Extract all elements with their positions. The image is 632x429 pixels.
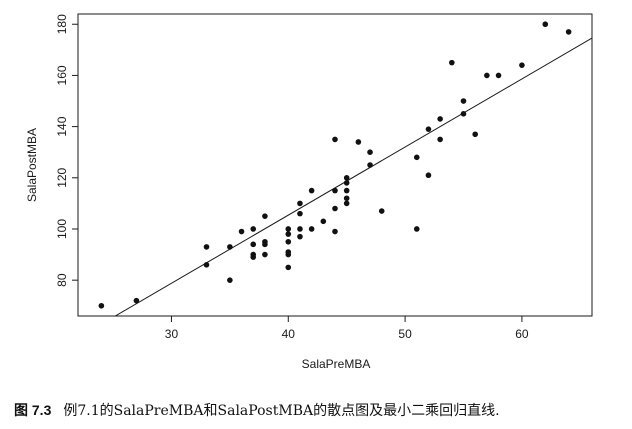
data-point [98,302,105,309]
data-point [320,218,327,225]
data-point [250,241,257,248]
data-point [203,244,210,250]
data-point [227,277,233,283]
data-point [285,251,292,258]
data-point [297,226,303,232]
data-point [413,226,420,232]
data-point [437,136,443,143]
data-point [250,254,257,260]
data-point [343,180,350,186]
data-point [484,72,490,79]
y-tick-label: 80 [55,273,69,287]
x-tick-label: 60 [515,327,529,341]
data-point [262,213,268,219]
y-tick-label: 120 [55,167,69,187]
y-tick-label: 100 [55,219,69,239]
plot-area-frame [77,13,593,317]
data-point [332,136,338,143]
data-point [460,111,467,117]
y-tick-label: 180 [55,14,69,34]
data-point [285,238,292,245]
x-tick-label: 50 [398,327,412,341]
data-point [343,200,350,207]
data-point [238,228,245,235]
data-point [367,162,373,168]
data-point [262,251,268,258]
data-point [203,262,210,268]
y-tick-label: 140 [55,116,69,136]
data-point [495,72,502,79]
data-point [343,174,350,181]
data-point [367,149,373,156]
data-point [425,172,432,179]
data-points-layer [98,21,572,309]
data-point [332,187,338,194]
data-point [297,210,303,217]
x-axis: 30 40 50 60 [165,316,529,341]
data-point [285,231,292,237]
figure-caption: 图 7.3 例7.1的SalaPreMBA和SalaPostMBA的散点图及最小二… [14,400,624,420]
data-point [519,62,525,68]
x-tick-label: 30 [165,327,179,341]
figure-label: 图 7.3 [14,402,52,418]
data-point [250,226,257,232]
data-point [332,228,338,235]
data-point [565,29,572,35]
y-axis-label: SalaPostMBA [25,128,39,202]
data-point [332,205,338,212]
data-point [285,264,292,271]
figure-caption-text: 例7.1的SalaPreMBA和SalaPostMBA的散点图及最小二乘回归直线… [63,403,500,419]
data-point [133,297,140,304]
data-point [413,154,420,161]
data-point [297,200,303,207]
data-point [343,187,350,194]
data-point [227,244,233,250]
data-point [425,126,432,132]
y-axis: 80 100 120 140 160 180 [55,14,78,287]
y-tick-label: 160 [55,65,69,85]
x-tick-label: 40 [282,327,296,341]
data-point [343,195,350,202]
data-point [308,187,315,194]
data-point [472,131,478,138]
data-point [378,208,385,214]
data-point [262,241,268,248]
data-point [449,59,455,66]
x-axis-label: SalaPreMBA [302,357,371,371]
data-point [308,226,315,232]
data-point [437,116,443,122]
data-point [297,233,303,240]
data-point [285,226,292,232]
data-point [355,139,362,145]
data-point [460,98,467,104]
data-point [542,21,549,28]
